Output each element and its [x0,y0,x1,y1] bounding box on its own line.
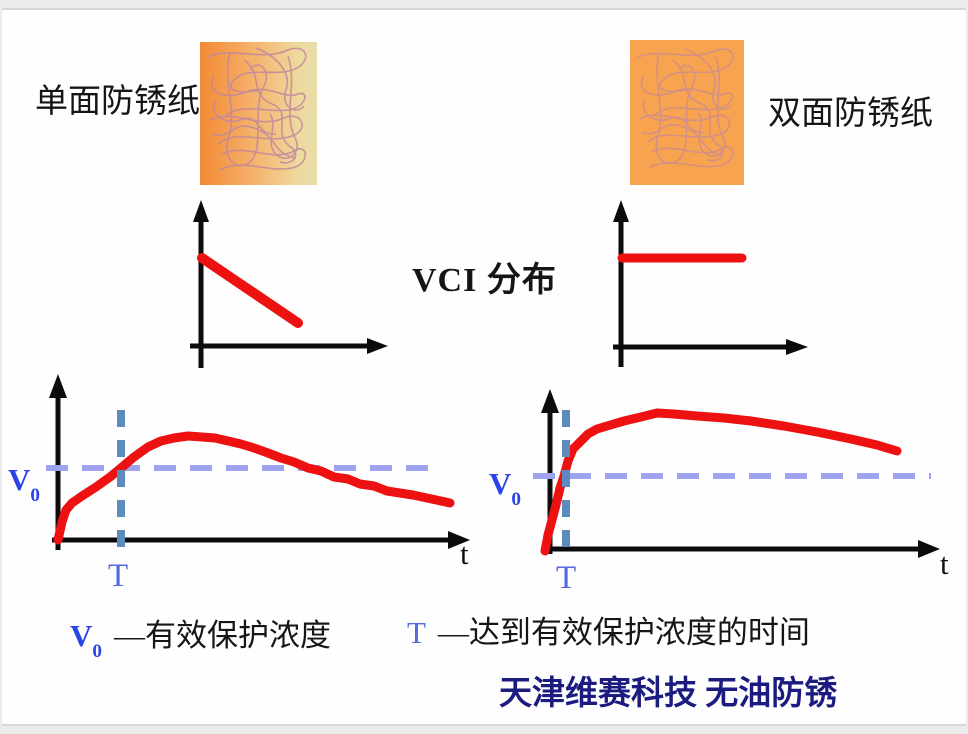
v0-symbol-subscript: 0 [92,640,102,662]
left-border-edge [0,0,2,734]
v0-definition-text: —有效保护浓度 [114,618,331,653]
concentration-time-chart-double [533,389,940,559]
concentration-time-chart-single [46,374,470,554]
paper-fiber-texture [637,47,734,169]
paper-fiber-texture [207,47,307,171]
bottom-border-bar [0,724,968,734]
single-sided-paper-label: 单面防锈纸 [35,84,200,120]
vci-distribution-chart-double [613,200,808,367]
time-axis-label: t [940,546,949,581]
concentration-curve [53,431,455,545]
v0-subscript: 0 [511,488,521,510]
time-axis-label: t [460,536,469,571]
right-border-edge [966,0,968,734]
t-symbol: T [407,615,426,650]
t-threshold-label: T [108,558,129,594]
double-sided-paper-label: 双面防锈纸 [768,96,933,132]
t-definition-line: T —达到有效保护浓度的时间 [407,607,810,652]
v0-letter: V [8,462,31,497]
vci-distribution-label: VCI 分布 [412,262,557,299]
top-border-bar [0,0,968,10]
company-footer: 天津维赛科技 无油防锈 [499,676,838,712]
concentration-curve [540,408,902,556]
t-definition-text: —达到有效保护浓度的时间 [437,615,810,650]
v0-symbol: V0 [70,618,102,662]
v0-symbol-letter: V [70,618,93,653]
v0-letter: V [489,466,512,501]
t-threshold-label: T [556,560,577,596]
v0-definition-line: V0 —有效保护浓度 [70,610,331,662]
vci-profile-line [197,253,303,328]
v0-axis-label: V0 [8,462,40,506]
v0-subscript: 0 [30,484,40,506]
single-sided-paper-image [200,42,317,185]
v0-axis-label: V0 [489,466,521,510]
double-sided-paper-image [630,40,744,185]
vci-distribution-chart-single [190,200,388,368]
